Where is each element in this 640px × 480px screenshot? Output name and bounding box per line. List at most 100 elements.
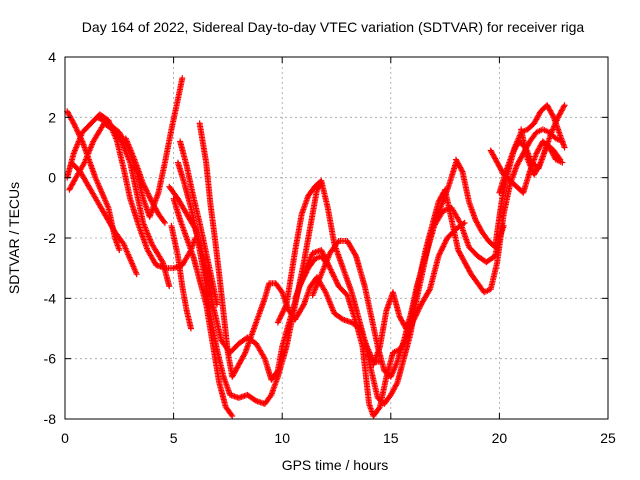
- series-track-4: [68, 159, 140, 278]
- x-tick-labels: 0 5 10 15 20 25: [61, 430, 616, 446]
- y-tick-label: -8: [44, 411, 57, 427]
- data-point: [166, 283, 173, 290]
- data-point: [144, 190, 151, 197]
- data-point: [140, 180, 147, 187]
- data-point: [282, 304, 289, 311]
- data-point: [161, 219, 168, 226]
- data-point: [300, 302, 307, 309]
- data-point: [276, 316, 283, 323]
- data-point: [440, 241, 447, 248]
- data-point: [414, 308, 421, 315]
- data-point: [261, 354, 268, 361]
- data-point: [426, 287, 433, 294]
- data-point: [278, 312, 285, 319]
- data-point: [442, 239, 449, 246]
- data-point: [456, 218, 463, 225]
- data-point: [438, 246, 445, 253]
- y-axis-label: SDTVAR / TECUs: [6, 182, 22, 294]
- data-point: [73, 125, 80, 132]
- data-point: [328, 267, 335, 274]
- y-tick-label: 4: [48, 49, 56, 65]
- data-point: [376, 405, 383, 412]
- data-point: [413, 311, 420, 318]
- data-point: [141, 183, 148, 190]
- data-point: [276, 315, 283, 322]
- data-point: [557, 156, 564, 163]
- data-point: [148, 197, 155, 204]
- data-point: [393, 381, 400, 388]
- y-tick-label: -4: [44, 290, 57, 306]
- data-point: [274, 319, 281, 326]
- data-point: [328, 269, 335, 276]
- data-point: [438, 247, 445, 254]
- data-point: [560, 103, 567, 110]
- data-point: [330, 272, 337, 279]
- data-point: [439, 244, 446, 251]
- data-point: [144, 189, 151, 196]
- x-tick-label: 5: [170, 430, 178, 446]
- data-point: [70, 120, 77, 127]
- data-point: [556, 155, 563, 162]
- data-point: [320, 251, 327, 258]
- data-point: [561, 144, 568, 151]
- data-point: [275, 318, 282, 325]
- data-point: [72, 123, 79, 130]
- data-point: [282, 302, 289, 309]
- series-track-16: [370, 126, 566, 368]
- data-point: [352, 251, 359, 258]
- y-tick-label: 2: [48, 109, 56, 125]
- data-point: [74, 127, 81, 134]
- data-point: [278, 311, 285, 318]
- data-point: [327, 266, 334, 273]
- data-point: [436, 251, 443, 258]
- data-point: [333, 279, 340, 286]
- data-point: [228, 411, 235, 418]
- data-point: [251, 397, 258, 404]
- y-tick-label: -6: [44, 351, 57, 367]
- x-tick-label: 25: [600, 430, 616, 446]
- data-point: [116, 247, 123, 254]
- data-point: [318, 247, 325, 254]
- data-point: [241, 350, 248, 357]
- data-point: [318, 248, 325, 255]
- data-point: [187, 325, 194, 332]
- chart-title: Day 164 of 2022, Sidereal Day-to-day VTE…: [82, 19, 585, 35]
- data-point: [319, 249, 326, 256]
- series-track-6: [122, 135, 168, 226]
- data-point: [146, 194, 153, 201]
- x-tick-label: 10: [274, 430, 290, 446]
- x-tick-label: 0: [61, 430, 69, 446]
- x-tick-label: 20: [492, 430, 508, 446]
- data-point: [436, 250, 443, 257]
- data-point: [145, 191, 152, 198]
- data-point: [441, 240, 448, 247]
- data-point: [415, 306, 422, 313]
- data-point: [146, 193, 153, 200]
- series-track-20: [518, 126, 564, 178]
- data-point: [329, 270, 336, 277]
- data-point: [142, 186, 149, 193]
- data-point: [158, 257, 165, 264]
- series-track-12: [177, 138, 221, 308]
- data-point: [549, 112, 556, 119]
- y-tick-labels: -8 -6 -4 -2 0 2 4: [44, 49, 57, 427]
- data-point: [536, 160, 543, 167]
- data-points: [64, 75, 568, 419]
- data-point: [458, 167, 465, 174]
- data-point: [326, 265, 333, 272]
- data-point: [143, 187, 150, 194]
- data-point: [229, 412, 236, 419]
- data-point: [416, 305, 423, 312]
- data-point: [561, 102, 568, 109]
- data-point: [334, 280, 341, 287]
- data-point: [334, 239, 341, 246]
- data-point: [214, 301, 221, 308]
- data-point: [440, 243, 447, 250]
- axis-ticks: [64, 56, 609, 420]
- data-point: [277, 313, 284, 320]
- data-point: [140, 182, 147, 189]
- x-tick-label: 15: [383, 430, 399, 446]
- data-point: [416, 304, 423, 311]
- data-point: [442, 237, 449, 244]
